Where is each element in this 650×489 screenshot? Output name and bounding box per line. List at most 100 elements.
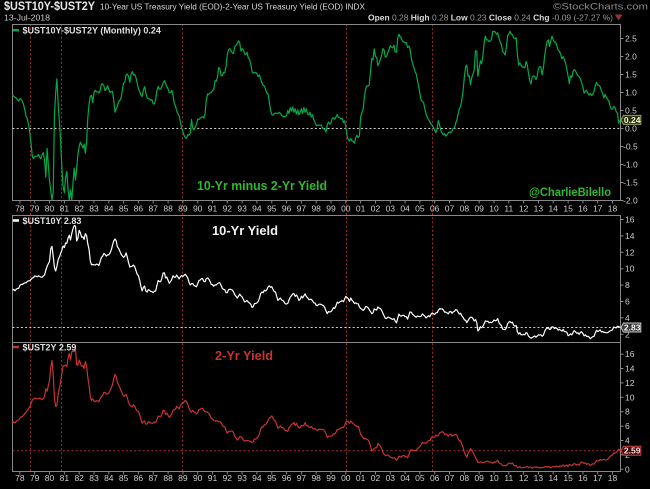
svg-text:1.0: 1.0 <box>625 88 637 98</box>
svg-text:10: 10 <box>489 473 499 483</box>
svg-text:0.5: 0.5 <box>625 106 637 116</box>
svg-text:10: 10 <box>489 204 499 214</box>
svg-text:96: 96 <box>282 204 292 214</box>
svg-text:Open 0.28 High 0.28 Low 0.23 C: Open 0.28 High 0.28 Low 0.23 Close 0.24 … <box>368 13 613 23</box>
svg-text:-0.5: -0.5 <box>623 142 638 152</box>
svg-text:6: 6 <box>625 297 630 307</box>
svg-text:97: 97 <box>297 204 307 214</box>
svg-text:10-Year US Treasury Yield (EOD: 10-Year US Treasury Yield (EOD)-2-Year U… <box>100 2 365 12</box>
svg-text:02: 02 <box>371 204 381 214</box>
svg-text:16: 16 <box>578 473 588 483</box>
svg-text:80: 80 <box>45 473 55 483</box>
svg-text:93: 93 <box>237 204 247 214</box>
svg-text:14: 14 <box>548 204 558 214</box>
svg-text:88: 88 <box>163 473 173 483</box>
svg-text:-1.0: -1.0 <box>623 160 638 170</box>
svg-text:$UST10Y-$UST2Y: $UST10Y-$UST2Y <box>4 1 95 13</box>
svg-text:03: 03 <box>386 473 396 483</box>
svg-text:86: 86 <box>134 473 144 483</box>
svg-text:87: 87 <box>148 204 158 214</box>
svg-text:2-Yr Yield: 2-Yr Yield <box>215 348 273 363</box>
svg-text:85: 85 <box>119 473 129 483</box>
svg-text:80: 80 <box>45 204 55 214</box>
svg-text:86: 86 <box>134 204 144 214</box>
svg-text:0.0: 0.0 <box>625 124 637 134</box>
svg-text:01: 01 <box>356 204 366 214</box>
svg-text:-2.0: -2.0 <box>623 196 638 206</box>
svg-text:12: 12 <box>519 473 529 483</box>
svg-text:0.24: 0.24 <box>624 115 641 125</box>
svg-text:13-Jul-2018: 13-Jul-2018 <box>4 13 50 23</box>
svg-text:84: 84 <box>104 204 114 214</box>
svg-text:2.83: 2.83 <box>624 323 641 333</box>
svg-text:82: 82 <box>74 473 84 483</box>
svg-text:11: 11 <box>504 473 513 483</box>
svg-text:14: 14 <box>548 473 558 483</box>
svg-text:4: 4 <box>625 313 630 323</box>
svg-text:06: 06 <box>430 204 440 214</box>
svg-text:10-Yr Yield: 10-Yr Yield <box>212 223 278 238</box>
svg-text:78: 78 <box>15 473 25 483</box>
svg-text:89: 89 <box>178 204 188 214</box>
svg-text:05: 05 <box>415 473 425 483</box>
svg-text:15: 15 <box>563 473 573 483</box>
svg-text:1.5: 1.5 <box>625 70 637 80</box>
svg-text:99: 99 <box>326 204 336 214</box>
svg-text:$UST2Y 2.59: $UST2Y 2.59 <box>23 343 77 353</box>
svg-text:04: 04 <box>400 204 410 214</box>
svg-text:10-Yr minus 2-Yr Yield: 10-Yr minus 2-Yr Yield <box>197 178 327 193</box>
svg-text:95: 95 <box>267 473 277 483</box>
svg-text:99: 99 <box>326 473 336 483</box>
svg-text:17: 17 <box>593 204 603 214</box>
svg-text:05: 05 <box>415 204 425 214</box>
svg-text:11: 11 <box>504 204 513 214</box>
svg-text:98: 98 <box>311 473 321 483</box>
svg-text:15: 15 <box>563 204 573 214</box>
svg-text:12: 12 <box>625 247 635 257</box>
svg-text:09: 09 <box>474 204 484 214</box>
svg-text:79: 79 <box>30 473 40 483</box>
svg-text:92: 92 <box>223 204 233 214</box>
svg-text:91: 91 <box>208 473 218 483</box>
svg-text:12: 12 <box>625 378 635 388</box>
svg-text:81: 81 <box>60 204 70 214</box>
svg-text:10: 10 <box>625 392 635 402</box>
svg-text:18: 18 <box>608 204 618 214</box>
svg-text:2.5: 2.5 <box>625 34 637 44</box>
svg-text:02: 02 <box>371 473 381 483</box>
svg-text:10: 10 <box>625 264 635 274</box>
svg-text:90: 90 <box>193 204 203 214</box>
svg-text:14: 14 <box>625 231 635 241</box>
svg-text:4: 4 <box>625 436 630 446</box>
svg-text:81: 81 <box>60 473 70 483</box>
svg-text:91: 91 <box>208 204 218 214</box>
svg-text:0: 0 <box>625 464 630 474</box>
svg-text:08: 08 <box>460 473 470 483</box>
svg-text:90: 90 <box>193 473 203 483</box>
svg-text:08: 08 <box>460 204 470 214</box>
svg-text:$UST10Y-$UST2Y (Monthly) 0.24: $UST10Y-$UST2Y (Monthly) 0.24 <box>23 26 161 36</box>
svg-text:96: 96 <box>282 473 292 483</box>
svg-text:04: 04 <box>400 473 410 483</box>
svg-text:17: 17 <box>593 473 603 483</box>
svg-text:16: 16 <box>625 349 635 359</box>
svg-text:2: 2 <box>625 329 630 339</box>
svg-text:09: 09 <box>474 473 484 483</box>
svg-text:00: 00 <box>341 204 351 214</box>
svg-text:16: 16 <box>625 215 635 225</box>
svg-text:94: 94 <box>252 473 262 483</box>
svg-text:13: 13 <box>534 473 544 483</box>
svg-text:93: 93 <box>237 473 247 483</box>
svg-text:07: 07 <box>445 473 455 483</box>
svg-text:03: 03 <box>386 204 396 214</box>
svg-text:©StockCharts.com: ©StockCharts.com <box>553 2 648 13</box>
svg-text:82: 82 <box>74 204 84 214</box>
svg-text:83: 83 <box>89 473 99 483</box>
svg-text:97: 97 <box>297 473 307 483</box>
svg-text:13: 13 <box>534 204 544 214</box>
svg-text:18: 18 <box>608 473 618 483</box>
svg-text:16: 16 <box>578 204 588 214</box>
svg-text:87: 87 <box>148 473 158 483</box>
svg-text:8: 8 <box>625 407 630 417</box>
svg-text:06: 06 <box>430 473 440 483</box>
